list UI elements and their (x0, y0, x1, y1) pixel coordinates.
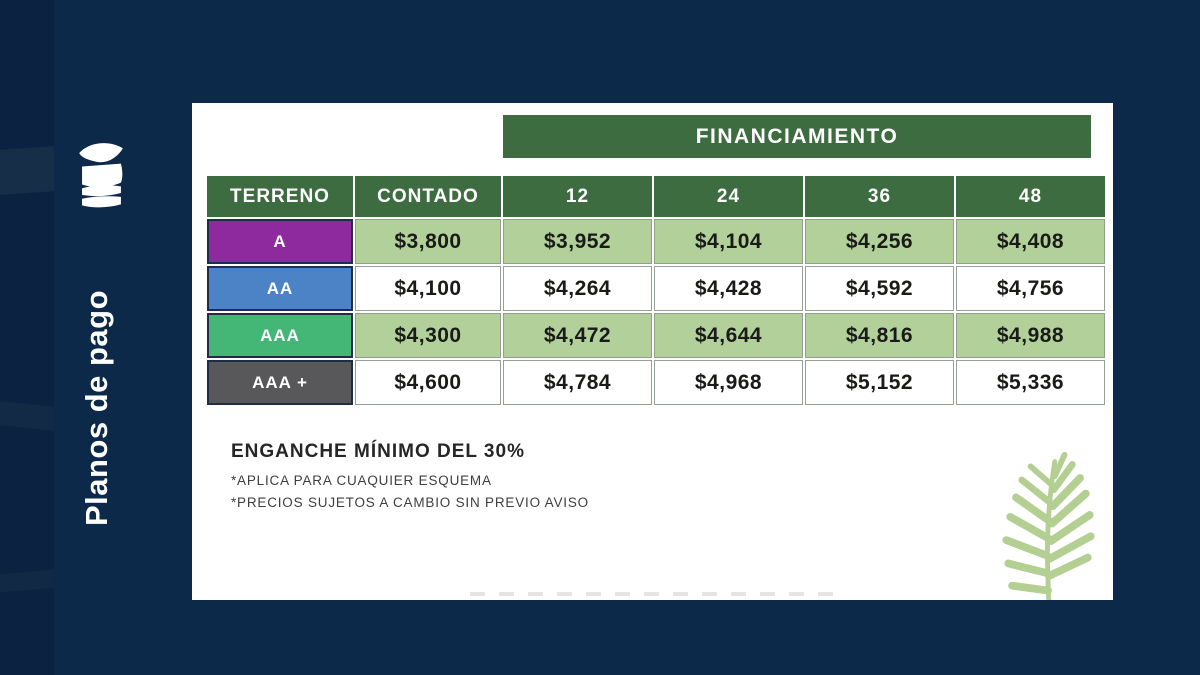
left-decorative-band (0, 0, 54, 675)
down-payment-note: ENGANCHE MÍNIMO DEL 30% (231, 441, 525, 462)
price-cell: $4,256 (805, 219, 954, 264)
price-cell: $4,988 (956, 313, 1105, 358)
column-header-36: 36 (805, 176, 954, 217)
price-cell: $4,264 (503, 266, 652, 311)
terreno-label-cell: AAA + (207, 360, 353, 405)
price-cell: $4,100 (355, 266, 501, 311)
terreno-label-cell: AAA (207, 313, 353, 358)
fern-leaf-icon (989, 448, 1109, 600)
column-header-48: 48 (956, 176, 1105, 217)
band-facet (0, 570, 54, 593)
price-cell: $4,104 (654, 219, 803, 264)
clipped-text-remnant (470, 592, 842, 596)
pricing-card: FINANCIAMIENTO TERRENO CONTADO 12 24 36 48 A $3… (192, 103, 1113, 600)
price-cell: $5,152 (805, 360, 954, 405)
price-cell: $4,592 (805, 266, 954, 311)
price-cell: $3,952 (503, 219, 652, 264)
price-cell: $3,800 (355, 219, 501, 264)
column-header-24: 24 (654, 176, 803, 217)
price-cell: $4,300 (355, 313, 501, 358)
column-header-contado: CONTADO (355, 176, 501, 217)
price-table-grid: TERRENO CONTADO 12 24 36 48 A $3,800 $3,952 $4,10… (207, 176, 1106, 405)
price-cell: $4,756 (956, 266, 1105, 311)
band-facet (0, 146, 54, 195)
price-cell: $4,428 (654, 266, 803, 311)
price-cell: $4,968 (654, 360, 803, 405)
price-cell: $4,600 (355, 360, 501, 405)
band-facet (0, 401, 54, 431)
column-header-terreno: TERRENO (207, 176, 353, 217)
terreno-label-cell: AA (207, 266, 353, 311)
column-header-12: 12 (503, 176, 652, 217)
notes-block: ENGANCHE MÍNIMO DEL 30% *APLICA PARA CUA… (231, 441, 589, 517)
financing-banner: FINANCIAMIENTO (503, 115, 1091, 158)
price-cell: $4,644 (654, 313, 803, 358)
stacked-waves-logo-icon (72, 138, 130, 212)
note-line: *APLICA PARA CUAQUIER ESQUEMA (231, 473, 492, 488)
price-cell: $4,784 (503, 360, 652, 405)
price-cell: $4,472 (503, 313, 652, 358)
price-cell: $4,816 (805, 313, 954, 358)
price-cell: $5,336 (956, 360, 1105, 405)
terreno-label-cell: A (207, 219, 353, 264)
note-line: *PRECIOS SUJETOS A CAMBIO SIN PREVIO AVI… (231, 495, 589, 510)
page-title: Planos de pago (79, 289, 114, 527)
price-cell: $4,408 (956, 219, 1105, 264)
